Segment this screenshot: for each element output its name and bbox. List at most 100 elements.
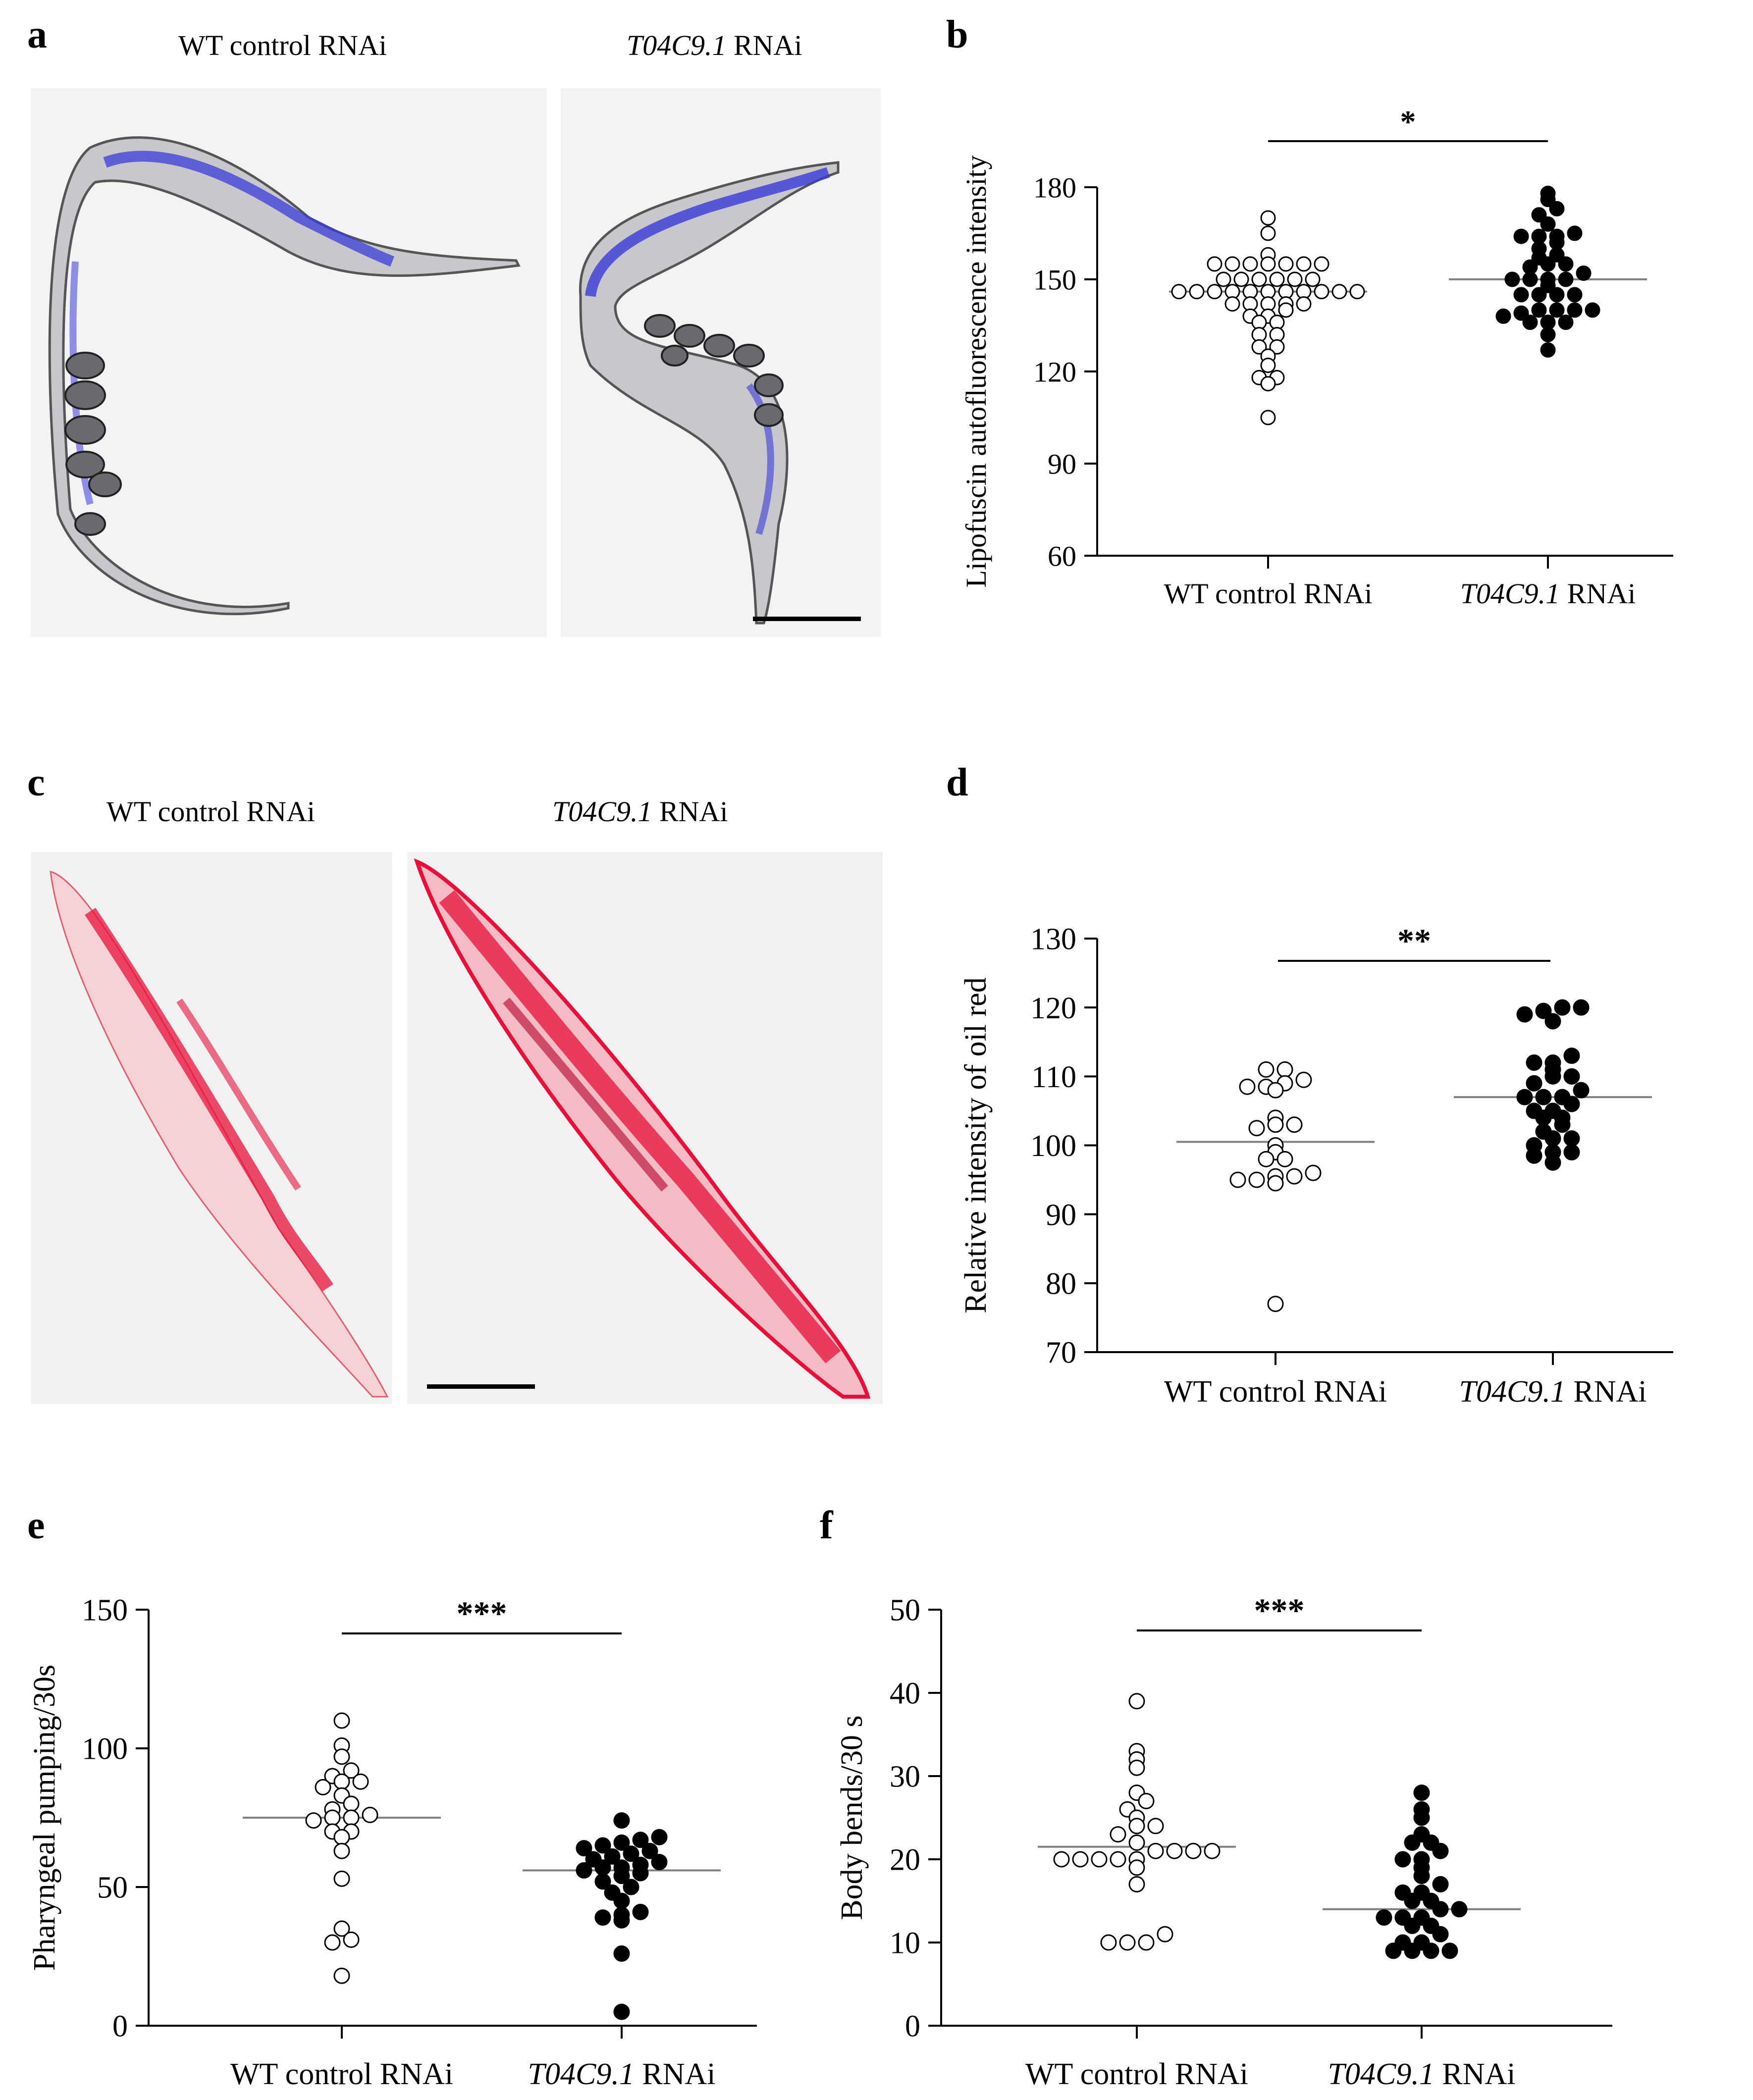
data-point-e-1 [632,1865,649,1882]
data-point-b-1 [1495,308,1511,324]
data-point-b-1 [1558,256,1574,272]
data-point-e-0 [352,1773,369,1790]
data-point-e-1 [613,1868,630,1885]
data-point-b-0 [1224,296,1240,312]
data-point-e-0 [333,1842,350,1859]
data-point-e-1 [632,1832,649,1848]
x-category-label-f-1: T04C9.1 RNAi [1328,2057,1516,2091]
data-point-f-1 [1413,1868,1430,1885]
data-point-b-1 [1504,271,1520,287]
data-point-f-0 [1166,1842,1183,1859]
data-point-b-1 [1558,271,1574,287]
panel-letter-f: f [820,1504,833,1547]
data-point-b-1 [1513,287,1529,303]
y-tick-label-f-50: 50 [890,1594,920,1628]
data-point-e-0 [333,1967,350,1984]
data-point-f-0 [1100,1934,1117,1951]
y-tick-label-e-150: 150 [82,1594,128,1628]
data-point-b-1 [1540,192,1556,208]
y-tick-label-b-60: 60 [1048,540,1076,572]
data-point-b-1 [1540,342,1556,358]
data-point-f-0 [1128,1876,1145,1892]
worm-body-t04c9 [579,161,840,625]
data-point-e-0 [333,1748,350,1765]
data-point-e-0 [343,1809,360,1826]
data-point-d-0 [1276,1151,1293,1167]
data-point-b-0 [1260,410,1276,425]
data-point-e-1 [623,1879,639,1895]
data-point-f-1 [1423,1942,1439,1959]
y-axis-title-b: Lipofuscin autofluorescence intensity [960,156,992,588]
data-point-b-1 [1567,287,1583,303]
micrograph-t04c9-lipofuscin [561,88,881,637]
data-point-e-1 [576,1840,592,1857]
data-point-e-1 [576,1862,592,1879]
data-point-b-1 [1513,228,1529,244]
data-point-d-0 [1258,1151,1275,1167]
data-point-f-0 [1110,1851,1126,1868]
y-tick-label-f-0: 0 [905,2010,920,2044]
data-point-e-1 [613,1834,630,1851]
data-point-d-0 [1267,1296,1284,1312]
data-point-d-1 [1526,1075,1542,1092]
data-point-d-1 [1563,1144,1580,1160]
data-point-b-1 [1549,302,1565,318]
x-category-label-d-1: T04C9.1 RNAi [1459,1375,1647,1409]
data-point-b-0 [1314,284,1329,300]
y-tick-label-d-90: 90 [1046,1198,1076,1232]
data-point-d-0 [1267,1116,1284,1133]
data-point-d-0 [1248,1120,1265,1137]
significance-stars-f: *** [1254,1591,1305,1629]
y-tick-label-b-150: 150 [1033,263,1076,296]
data-point-f-0 [1157,1926,1173,1942]
panel-a-label-right-italic: T04C9.1 [627,29,727,61]
data-point-b-1 [1558,315,1574,330]
data-point-b-1 [1585,302,1600,318]
data-point-d-0 [1286,1168,1303,1185]
panel-c-label-right: T04C9.1 RNAi [552,795,728,828]
x-category-label-e-0: WT control RNAi [230,2057,453,2091]
data-point-d-0 [1276,1061,1293,1078]
panel-c-label-right-rest: RNAi [652,795,728,828]
data-point-b-1 [1522,271,1538,287]
data-point-d-0 [1239,1078,1256,1095]
data-point-b-0 [1216,271,1231,287]
data-point-e-1 [613,2003,630,2020]
y-tick-label-e-50: 50 [97,1871,128,1905]
data-point-f-0 [1091,1851,1108,1868]
data-point-d-1 [1563,1096,1580,1112]
data-point-b-0 [1233,271,1249,287]
data-point-b-0 [1331,284,1347,300]
data-point-f-1 [1432,1901,1449,1918]
data-point-d-1 [1535,1109,1552,1126]
data-point-b-1 [1540,277,1556,293]
data-point-e-0 [343,1931,360,1948]
panel-c-label-left: WT control RNAi [106,795,315,828]
data-point-e-1 [613,1912,630,1929]
scale-bar-c [427,1384,535,1389]
data-point-e-0 [324,1934,341,1951]
data-point-b-0 [1260,210,1276,226]
x-category-label-e-1: T04C9.1 RNAi [528,2057,716,2091]
y-axis-title-f: Body bends/30 s [835,1715,869,1920]
data-point-e-0 [324,1809,341,1826]
data-point-b-0 [1260,376,1276,392]
data-point-e-0 [333,1920,350,1937]
data-point-d-0 [1267,1175,1284,1192]
data-point-f-1 [1432,1926,1449,1942]
data-point-d-0 [1295,1071,1312,1088]
data-point-d-1 [1573,1082,1590,1099]
data-point-b-1 [1513,305,1529,321]
data-point-f-0 [1147,1842,1164,1859]
data-point-f-0 [1204,1842,1221,1859]
data-point-b-0 [1189,284,1205,300]
data-point-d-1 [1554,1116,1571,1133]
data-point-d-0 [1305,1164,1322,1181]
data-point-f-1 [1394,1851,1411,1868]
y-tick-label-f-30: 30 [890,1760,920,1794]
data-point-e-1 [594,1909,611,1926]
data-point-f-0 [1053,1851,1070,1868]
data-point-b-0 [1207,284,1222,300]
data-point-b-1 [1549,287,1565,303]
data-point-b-1 [1522,315,1538,330]
